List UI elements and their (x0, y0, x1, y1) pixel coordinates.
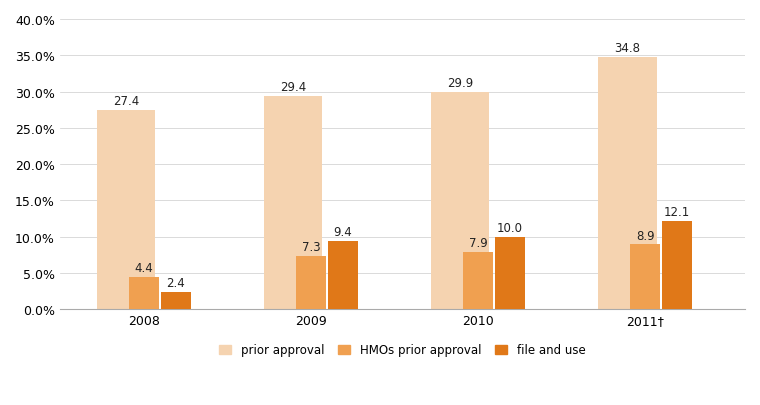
Text: 8.9: 8.9 (636, 229, 654, 242)
Text: 12.1: 12.1 (663, 206, 690, 219)
Bar (97, 111, 155, 309)
Text: 9.4: 9.4 (334, 226, 352, 239)
Bar (662, 222, 692, 309)
Text: 29.4: 29.4 (280, 81, 306, 94)
Bar (431, 93, 489, 309)
Bar (598, 58, 657, 309)
Bar (463, 252, 493, 309)
Bar (129, 277, 159, 309)
Text: 7.3: 7.3 (302, 241, 321, 254)
Bar (264, 97, 322, 309)
Bar (495, 237, 525, 309)
Text: 10.0: 10.0 (497, 221, 523, 234)
Bar (630, 245, 660, 309)
Text: 27.4: 27.4 (112, 95, 139, 108)
Text: 4.4: 4.4 (135, 262, 154, 275)
Legend: prior approval, HMOs prior approval, file and use: prior approval, HMOs prior approval, fil… (215, 339, 590, 361)
Bar (328, 241, 358, 309)
Bar (296, 256, 326, 309)
Text: 29.9: 29.9 (447, 77, 473, 90)
Text: 34.8: 34.8 (614, 42, 641, 55)
Text: 2.4: 2.4 (166, 276, 185, 289)
Text: 7.9: 7.9 (469, 236, 488, 249)
Bar (160, 292, 191, 309)
